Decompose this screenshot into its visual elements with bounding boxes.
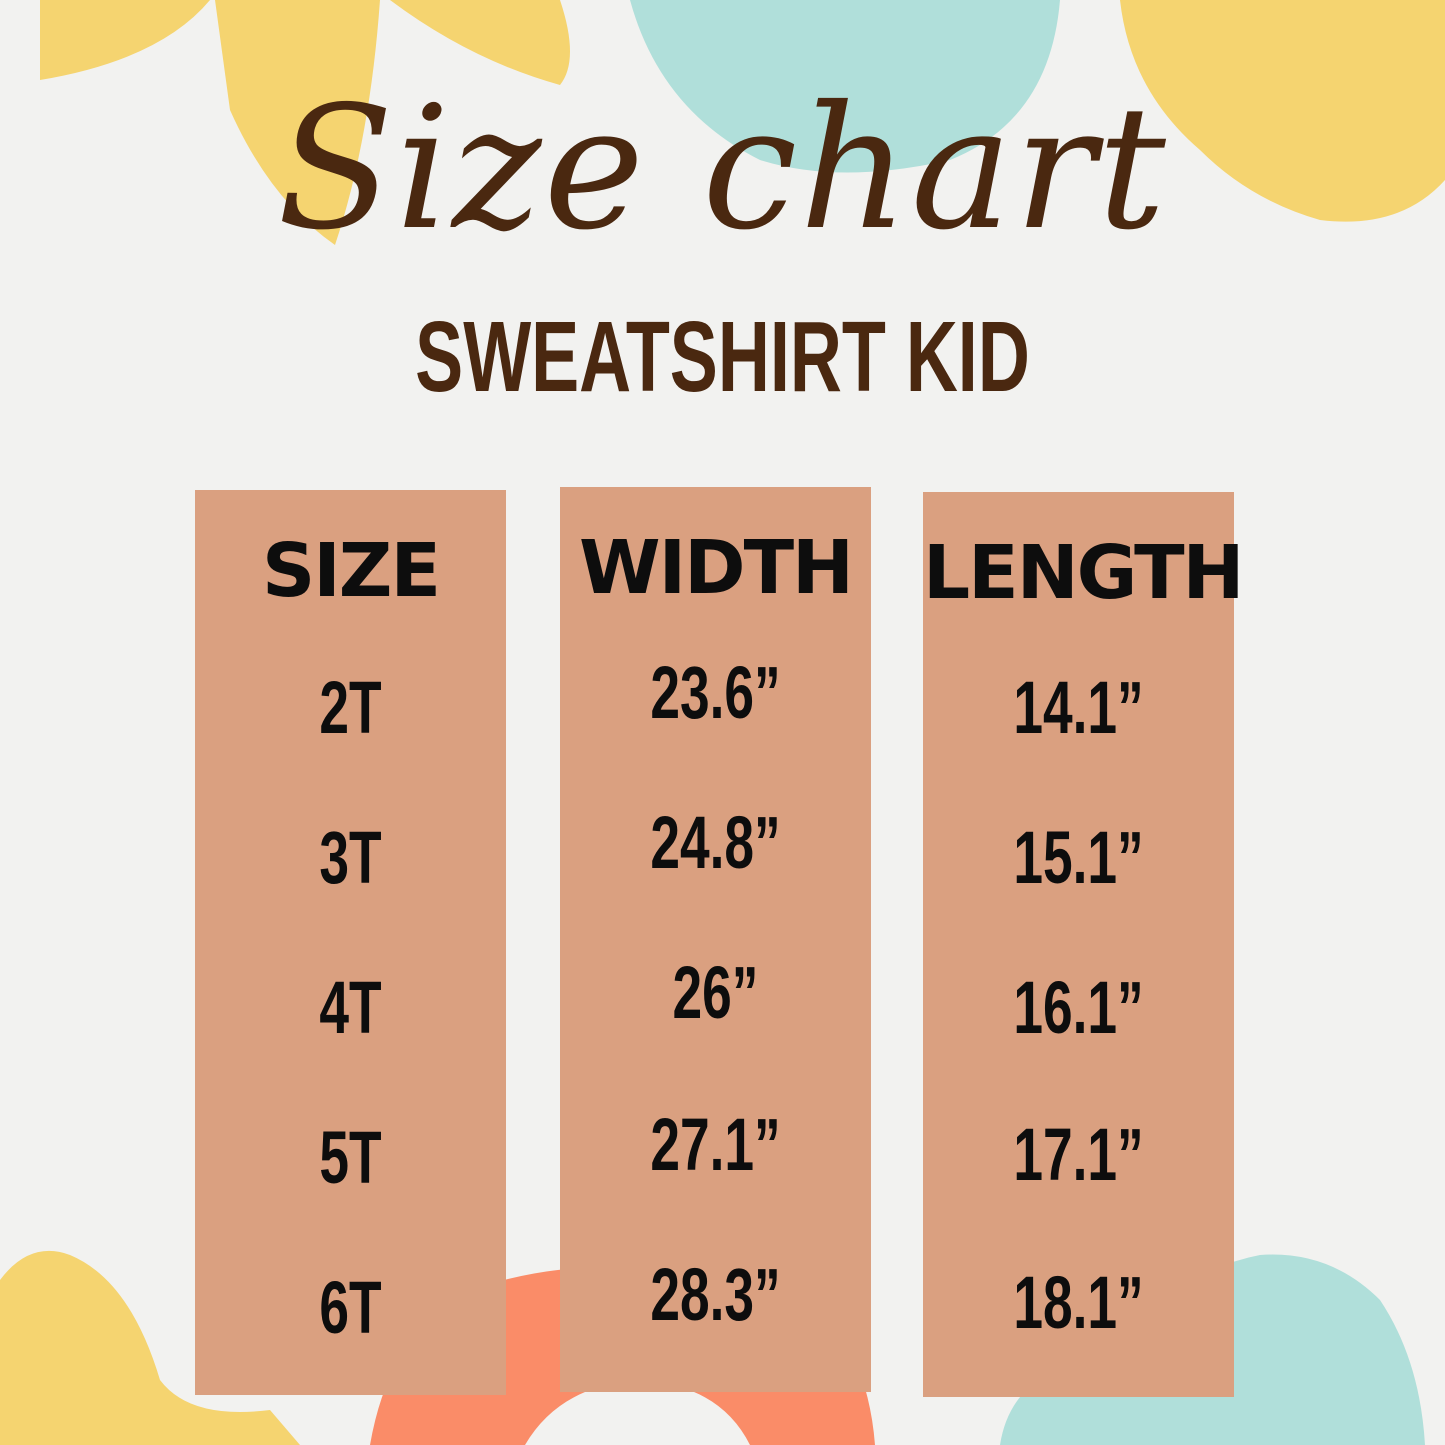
table-cell: 23.6” <box>650 651 781 734</box>
table-cell: 24.8” <box>650 801 781 884</box>
yellow-leaf-top <box>390 0 570 85</box>
yellow-leaf-top-left <box>40 0 210 80</box>
table-cell: 17.1” <box>1013 1113 1144 1196</box>
yellow-blob-top-right <box>1120 0 1445 222</box>
column-header-width: WIDTH <box>579 525 854 611</box>
table-cell: 14.1” <box>1013 666 1144 749</box>
table-cell: 27.1” <box>650 1103 781 1186</box>
table-cell: 4T <box>319 966 382 1049</box>
teal-blob-top <box>630 0 1060 173</box>
page-subtitle: SWEATSHIRT KID <box>415 301 1030 413</box>
table-cell: 28.3” <box>650 1253 781 1336</box>
table-cell: 6T <box>319 1266 382 1349</box>
yellow-blob-bottom-left <box>0 1250 300 1445</box>
table-cell: 18.1” <box>1013 1261 1144 1344</box>
table-cell: 26” <box>672 951 759 1034</box>
length-column: LENGTH 14.1” 15.1” 16.1” 17.1” 18.1” <box>923 492 1244 1397</box>
column-header-size: SIZE <box>261 528 441 614</box>
table-cell: 5T <box>319 1116 382 1199</box>
page-title: Size chart <box>277 70 1168 268</box>
column-header-length: LENGTH <box>923 530 1244 616</box>
table-cell: 16.1” <box>1013 966 1144 1049</box>
width-column: WIDTH 23.6” 24.8” 26” 27.1” 28.3” <box>560 487 871 1392</box>
table-cell: 15.1” <box>1013 816 1144 899</box>
table-cell: 3T <box>319 816 382 899</box>
table-cell: 2T <box>319 666 382 749</box>
yellow-petal-top <box>215 0 380 245</box>
size-column: SIZE 2T 3T 4T 5T 6T <box>195 490 506 1395</box>
